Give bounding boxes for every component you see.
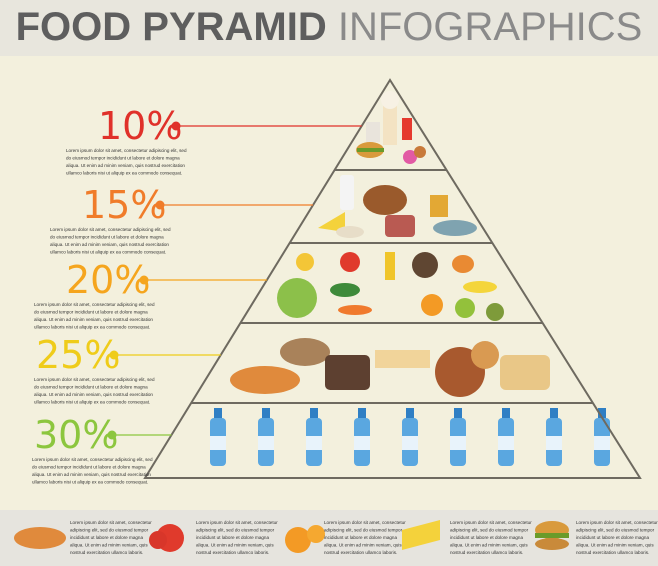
food-tier-4 — [230, 338, 550, 397]
connector-dot — [155, 200, 165, 210]
footer-text: nostrud exercitation ullamco laboris. — [196, 550, 269, 555]
level-text: ullamco laboris nisi ut aliquip ex ea co… — [34, 400, 150, 405]
bottle-cap — [214, 408, 222, 418]
level-text: do eiusmod tempor incididunt ut labore e… — [66, 156, 180, 161]
footer-text: Lorem ipsum dolor sit amet, consectetur — [576, 520, 658, 525]
bottle-label — [546, 436, 562, 450]
bottle-cap — [262, 408, 270, 418]
footer-icons — [14, 520, 569, 553]
level-percent: 10% — [98, 104, 182, 148]
level-text: ullamco laboris nisi ut aliquip ex ea co… — [32, 480, 148, 485]
title-bold: FOOD PYRAMID — [16, 5, 327, 49]
connector-dot — [107, 430, 117, 440]
footer-text: Lorem ipsum dolor sit amet, consectetur — [196, 520, 278, 525]
level-text: ullamco laboris nisi ut aliquip ex ea co… — [34, 325, 150, 330]
bottle-label — [450, 436, 466, 450]
bottle-label — [258, 436, 274, 450]
connector-dot — [109, 350, 119, 360]
bottle-label — [594, 436, 610, 450]
footer-text: nostrud exercitation ullamco laboris. — [450, 550, 523, 555]
level-text: aliqua. Ut enim ad minim veniam, quis no… — [66, 163, 185, 168]
footer-text: nostrud exercitation ullamco laboris. — [70, 550, 143, 555]
footer-text: aliqua. Ut enim ad minim veniam, quis — [324, 543, 402, 548]
level-text: do eiusmod tempor incididunt ut labore e… — [34, 310, 148, 315]
food-tier-3 — [277, 252, 504, 321]
bottle-label — [498, 436, 514, 450]
level-text: aliqua. Ut enim ad minim veniam, quis no… — [50, 242, 169, 247]
level-text: ullamco laboris nisi ut aliquip ex ea co… — [66, 171, 182, 176]
footer-text: adipiscing elit, sed do eiusmod tempor — [324, 528, 403, 533]
bottle-label — [354, 436, 370, 450]
level-text: Lorem ipsum dolor sit amet, consectetur … — [32, 457, 153, 462]
level-text: ullamco laboris nisi ut aliquip ex ea co… — [50, 250, 166, 255]
level-text: Lorem ipsum dolor sit amet, consectetur … — [34, 377, 155, 382]
level-text: do eiusmod tempor incididunt ut labore e… — [32, 465, 146, 470]
bottle-cap — [406, 408, 414, 418]
footer-text: Lorem ipsum dolor sit amet, consectetur — [70, 520, 152, 525]
title-light: INFOGRAPHICS — [338, 5, 642, 49]
connector-dot — [139, 275, 149, 285]
level-text: aliqua. Ut enim ad minim veniam, quis no… — [34, 392, 153, 397]
footer-text: Lorem ipsum dolor sit amet, consectetur — [324, 520, 406, 525]
footer-text: incididunt ut labore et dolore magna — [196, 535, 269, 540]
footer-text: aliqua. Ut enim ad minim veniam, quis — [576, 543, 654, 548]
level-text: Lorem ipsum dolor sit amet, consectetur … — [66, 148, 187, 153]
food-tier-2 — [318, 175, 477, 238]
footer-text: incididunt ut labore et dolore magna — [450, 535, 523, 540]
bottle-label — [210, 436, 226, 450]
level-text: do eiusmod tempor incididunt ut labore e… — [34, 385, 148, 390]
header-band — [0, 0, 658, 56]
footer-text: aliqua. Ut enim ad minim veniam, quis — [450, 543, 528, 548]
footer-text: Lorem ipsum dolor sit amet, consectetur — [450, 520, 532, 525]
bottle-cap — [454, 408, 462, 418]
bottle-label — [402, 436, 418, 450]
level-text: do eiusmod tempor incididunt ut labore e… — [50, 235, 164, 240]
footer-text: incididunt ut labore et dolore magna — [70, 535, 143, 540]
level-percent: 30% — [34, 413, 118, 457]
bottle-cap — [310, 408, 318, 418]
bottle-cap — [502, 408, 510, 418]
footer-text: adipiscing elit, sed do eiusmod tempor — [196, 528, 275, 533]
footer-text: adipiscing elit, sed do eiusmod tempor — [450, 528, 529, 533]
level-percent: 25% — [36, 333, 120, 377]
footer-text: nostrud exercitation ullamco laboris. — [324, 550, 397, 555]
footer-text: incididunt ut labore et dolore magna — [576, 535, 649, 540]
bottle-cap — [358, 408, 366, 418]
footer-text: incididunt ut labore et dolore magna — [324, 535, 397, 540]
bottle-cap — [550, 408, 558, 418]
pyramid — [143, 78, 642, 479]
level-text: aliqua. Ut enim ad minim veniam, quis no… — [34, 317, 153, 322]
food-tier-1 — [356, 91, 426, 164]
level-percent: 20% — [66, 258, 150, 302]
level-text: Lorem ipsum dolor sit amet, consectetur … — [34, 302, 155, 307]
bottle-label — [306, 436, 322, 450]
pyramid-outline — [143, 78, 642, 479]
level-percent: 15% — [82, 183, 166, 227]
food-tier-5 — [210, 408, 610, 466]
level-text: Lorem ipsum dolor sit amet, consectetur … — [50, 227, 171, 232]
footer-text: nostrud exercitation ullamco laboris. — [576, 550, 649, 555]
footer-text: adipiscing elit, sed do eiusmod tempor — [70, 528, 149, 533]
level-text: aliqua. Ut enim ad minim veniam, quis no… — [32, 472, 151, 477]
footer-text: adipiscing elit, sed do eiusmod tempor — [576, 528, 655, 533]
title: FOOD PYRAMID INFOGRAPHICS — [16, 5, 643, 49]
footer-text: aliqua. Ut enim ad minim veniam, quis — [196, 543, 274, 548]
footer-text: aliqua. Ut enim ad minim veniam, quis — [70, 543, 148, 548]
bottle-cap — [598, 408, 606, 418]
connector-dot — [171, 121, 181, 131]
